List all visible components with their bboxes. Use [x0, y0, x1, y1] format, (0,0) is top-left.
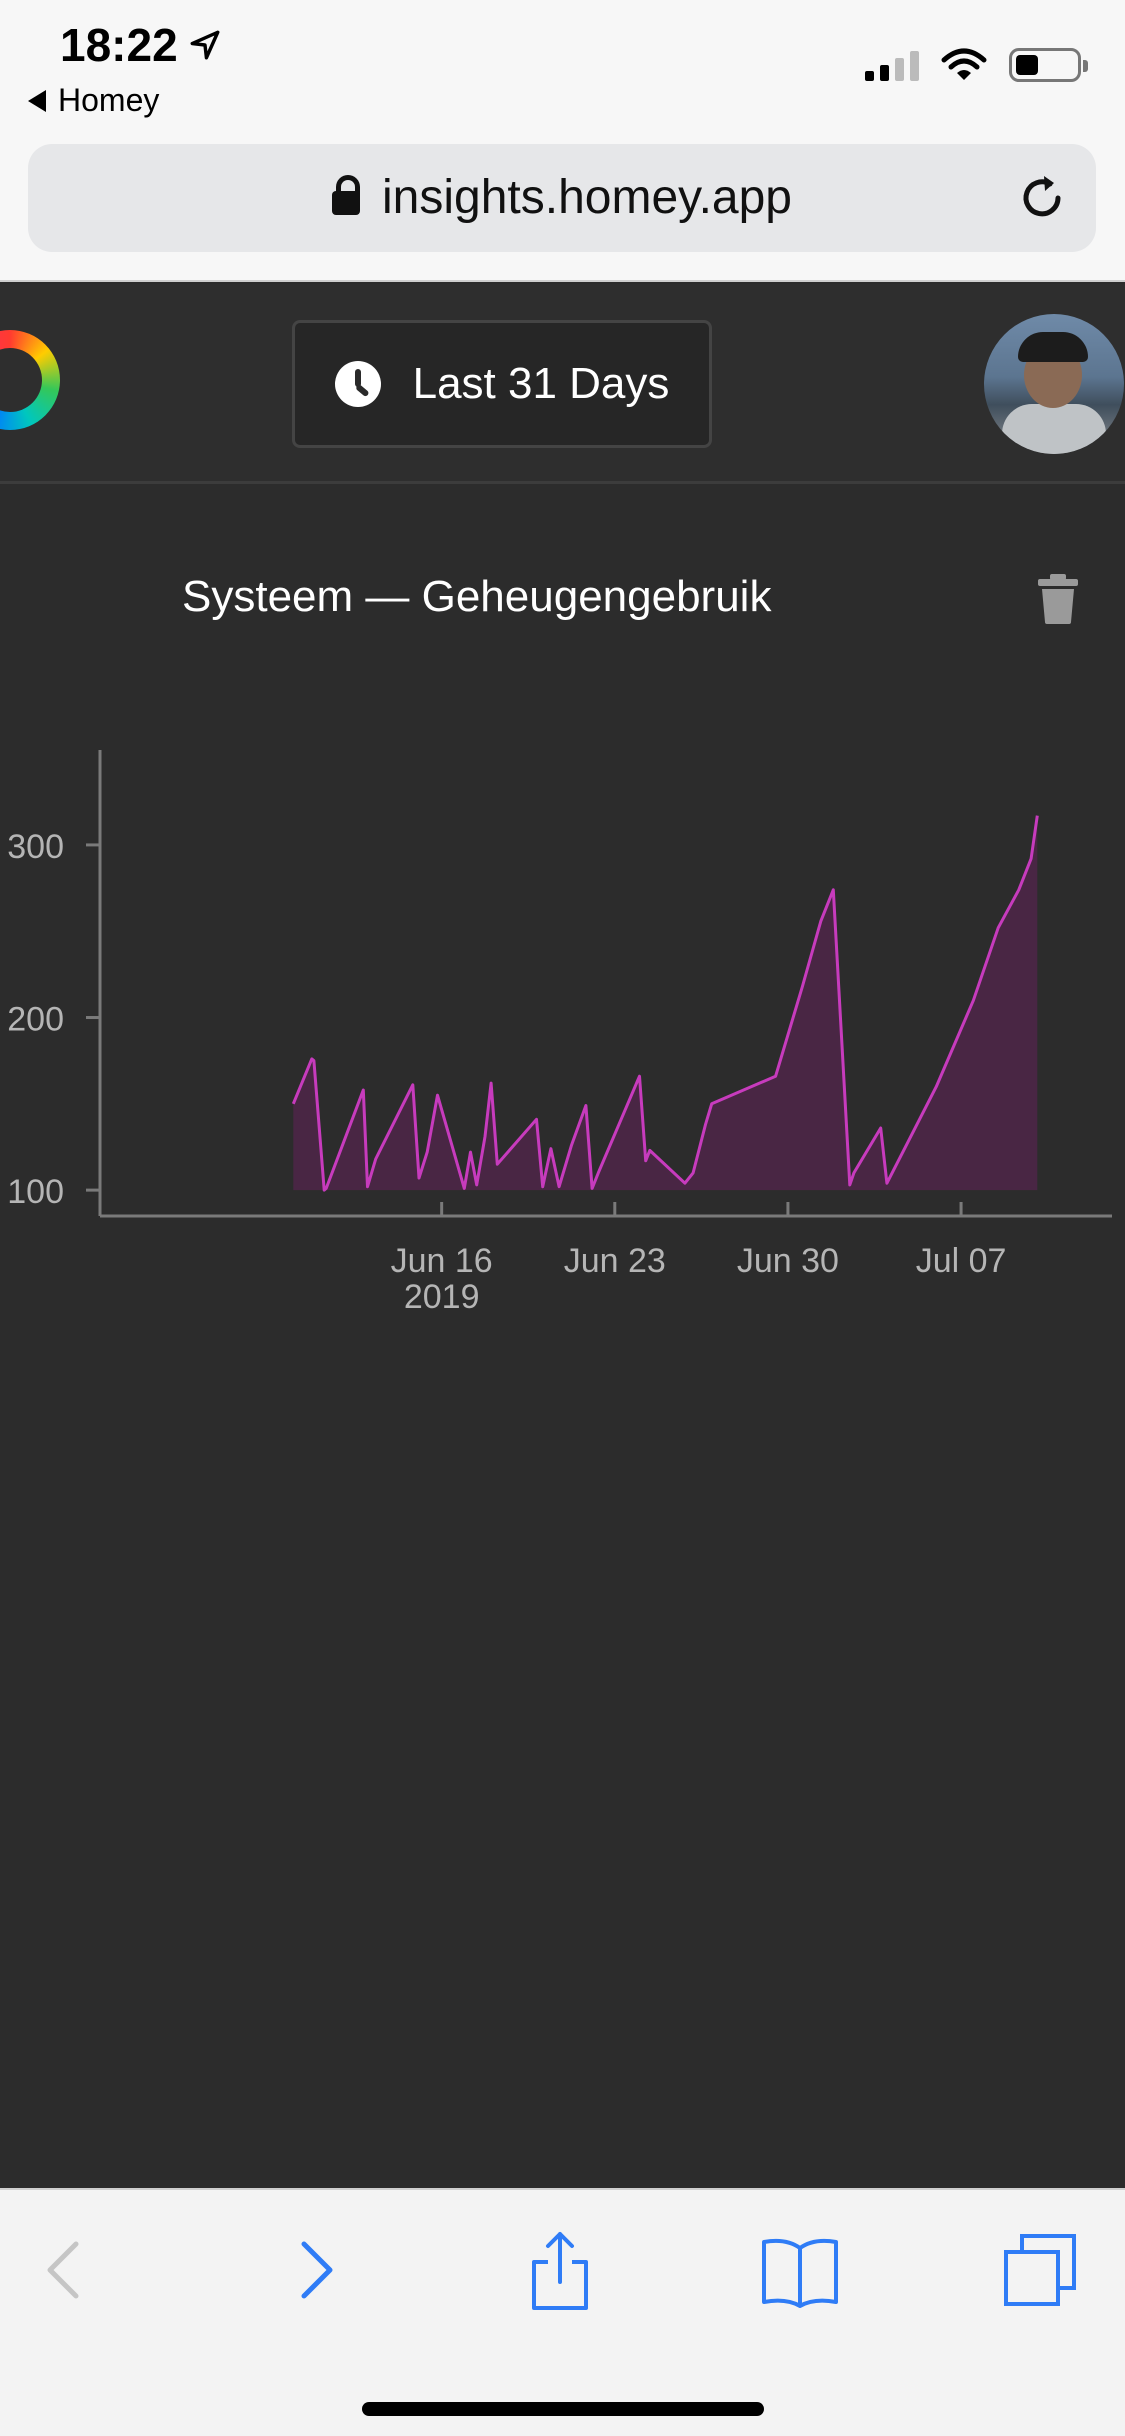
share-icon[interactable] [520, 2230, 600, 2310]
y-tick-label: 200 [7, 1001, 64, 1039]
wifi-icon [941, 48, 987, 80]
signal-icon [865, 49, 919, 81]
bookmarks-icon[interactable] [760, 2230, 840, 2310]
x-tick-label: Jul 07 [916, 1242, 1007, 1280]
tabs-icon[interactable] [1000, 2230, 1080, 2310]
lock-icon [331, 175, 360, 215]
url-text: insights.homey.app [381, 171, 792, 224]
x-tick-year-label: 2019 [404, 1278, 480, 1316]
status-time: 18:22 [60, 18, 222, 72]
trash-icon[interactable] [1036, 574, 1080, 624]
series-line [291, 815, 1039, 1192]
homey-logo-icon[interactable] [0, 330, 60, 430]
battery-icon [1009, 48, 1088, 82]
forward-chevron-icon[interactable] [276, 2230, 356, 2310]
location-arrow-icon [190, 30, 220, 60]
status-indicators [865, 48, 1088, 82]
x-tick-label: Jun 16 [391, 1242, 493, 1280]
time-text: 18:22 [60, 19, 178, 71]
back-app-label: Homey [58, 82, 160, 118]
back-triangle-icon [28, 89, 46, 112]
x-tick-label: Jun 23 [564, 1242, 666, 1280]
time-range-button[interactable]: Last 31 Days [292, 320, 712, 448]
back-chevron-icon[interactable] [24, 2230, 104, 2310]
y-tick-label: 100 [7, 1173, 64, 1211]
home-indicator [362, 2402, 764, 2416]
x-tick-label: Jun 30 [737, 1242, 839, 1280]
card-title: Systeem — Geheugengebruik [182, 572, 772, 621]
reload-icon[interactable] [1014, 170, 1070, 226]
time-range-label: Last 31 Days [412, 359, 670, 408]
browser-top-bar: 18:22 Homey insights.homey.app [0, 0, 1125, 282]
clock-icon [334, 361, 381, 407]
series-area [293, 815, 1038, 1191]
avatar[interactable] [984, 314, 1124, 454]
app-header: Last 31 Days [0, 284, 1125, 484]
back-to-app-link[interactable]: Homey [28, 82, 159, 119]
browser-toolbar [0, 2188, 1125, 2436]
y-tick-label: 300 [7, 828, 64, 866]
address-bar[interactable]: insights.homey.app [28, 144, 1096, 252]
url-display[interactable]: insights.homey.app [28, 170, 1096, 225]
